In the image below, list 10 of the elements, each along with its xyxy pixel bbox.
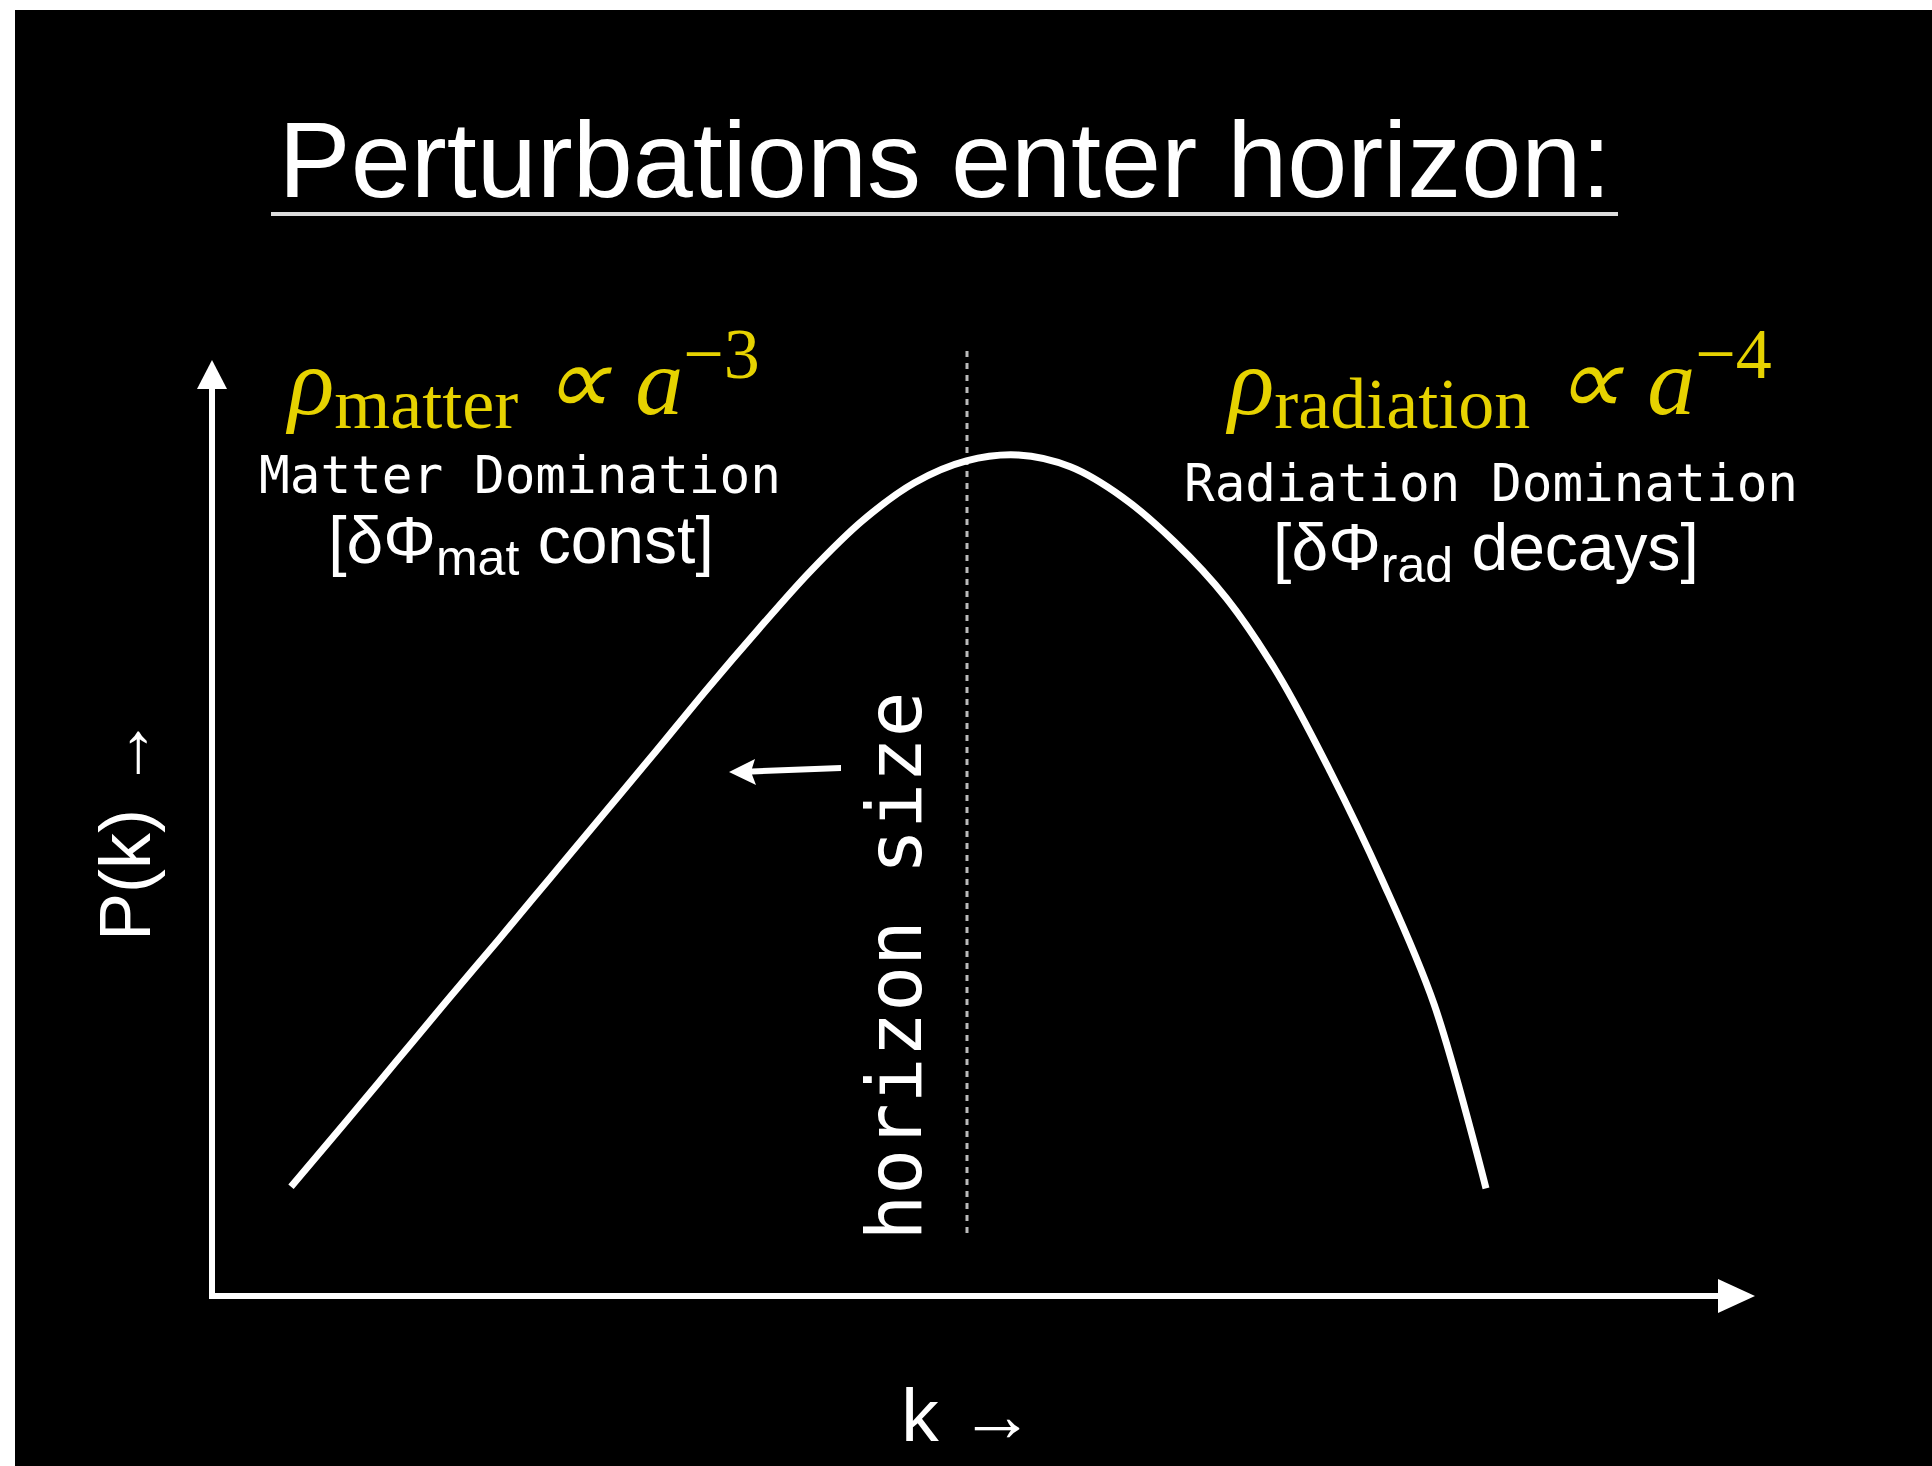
x-axis-title: k → bbox=[901, 1373, 1035, 1457]
text: ρ$_{matter}$ ∝ a$^{−3}$ bbox=[285, 314, 760, 444]
annotation: Radiation Domination bbox=[1183, 454, 1799, 513]
chart-title: Perturbations enter horizon: bbox=[278, 99, 1612, 220]
text: ρ$_{radiation}$ ∝ a$^{−4}$ bbox=[1225, 314, 1772, 444]
annotation: [δΦ$_{rad}$ decays] bbox=[1273, 510, 1699, 593]
annotation: Matter Domination bbox=[259, 446, 781, 505]
annotation: [δΦ$_{mat}$ const] bbox=[328, 503, 714, 586]
annotation: horizon size bbox=[850, 691, 939, 1241]
y-axis-title: P(k) → bbox=[85, 717, 165, 941]
